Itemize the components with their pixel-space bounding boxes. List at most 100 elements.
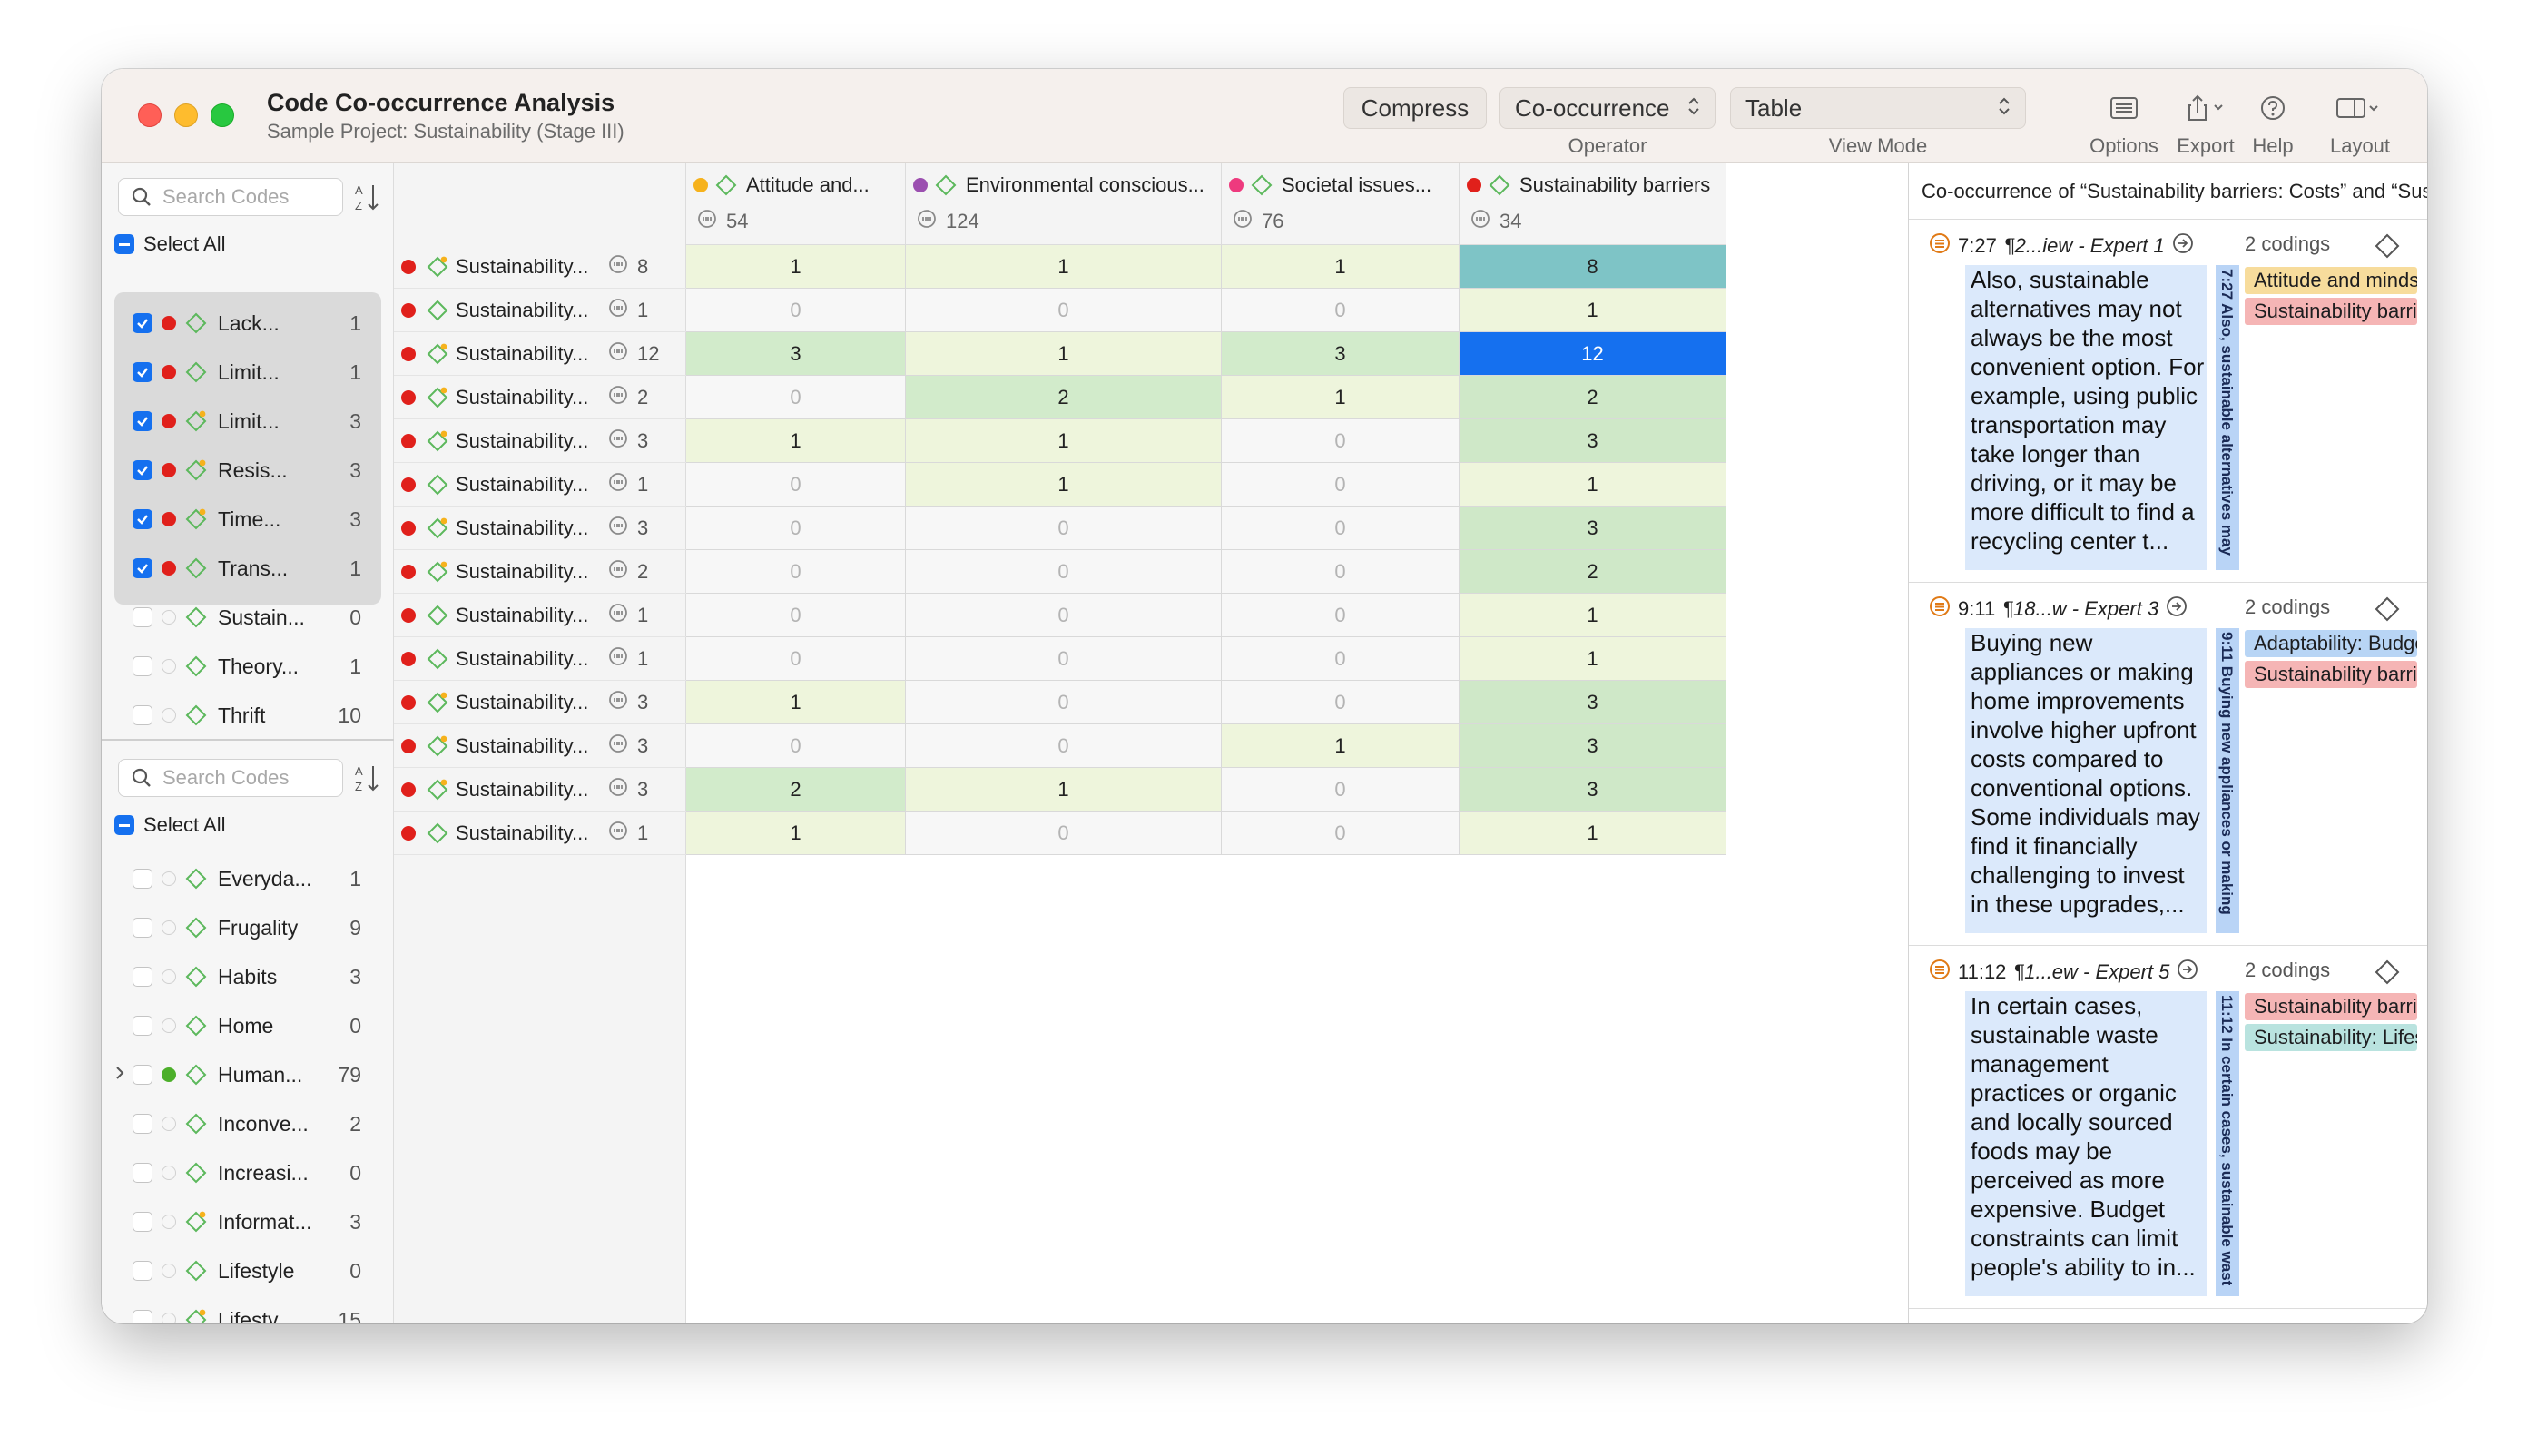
code-checkbox[interactable] (133, 1310, 152, 1323)
select-all-checkbox[interactable] (114, 234, 134, 254)
code-list-item[interactable]: Habits 3 (102, 955, 394, 999)
matrix-cell[interactable]: 2 (1460, 550, 1726, 594)
code-list-item[interactable]: Increasi... 0 (102, 1151, 394, 1195)
matrix-row-header[interactable]: Sustainability... 2 (394, 376, 686, 419)
matrix-cell[interactable]: 1 (1222, 724, 1460, 768)
code-list-item[interactable]: Home 0 (102, 1004, 394, 1048)
add-code-diamond-icon[interactable] (2374, 595, 2401, 627)
matrix-cell[interactable]: 0 (906, 507, 1222, 550)
matrix-cell[interactable]: 1 (686, 245, 906, 289)
code-list-item[interactable]: Human... 79 (102, 1053, 394, 1097)
code-list-item[interactable]: Limit... 3 (102, 399, 394, 443)
export-button[interactable] (2178, 87, 2233, 129)
matrix-column-header[interactable]: Attitude and... 54 (686, 163, 906, 245)
search-codes-input-top[interactable]: Search Codes (118, 178, 343, 216)
matrix-cell[interactable]: 3 (1460, 768, 1726, 812)
code-list-item[interactable]: Time... 3 (102, 497, 394, 541)
matrix-cell[interactable]: 1 (1222, 245, 1460, 289)
matrix-cell[interactable]: 0 (906, 812, 1222, 855)
code-list-item[interactable]: Sustain... 0 (102, 595, 394, 639)
matrix-cell[interactable]: 8 (1460, 245, 1726, 289)
matrix-cell[interactable]: 0 (1222, 507, 1460, 550)
code-tag[interactable]: Sustainability barriers: C (2245, 661, 2417, 688)
disclosure-chevron-icon[interactable] (107, 1065, 133, 1086)
code-checkbox[interactable] (133, 967, 152, 987)
matrix-row-header[interactable]: Sustainability... 3 (394, 507, 686, 550)
matrix-column-header[interactable]: Environmental conscious... 124 (906, 163, 1222, 245)
go-to-arrow-icon[interactable] (2172, 232, 2194, 260)
matrix-cell[interactable]: 1 (906, 332, 1222, 376)
matrix-cell[interactable]: 2 (686, 768, 906, 812)
search-codes-input-bottom[interactable]: Search Codes (118, 759, 343, 797)
matrix-cell[interactable]: 0 (906, 289, 1222, 332)
code-tag[interactable]: Sustainability: Lifestyle (2245, 1024, 2417, 1051)
matrix-cell[interactable]: 0 (906, 594, 1222, 637)
quotation-margin-bar[interactable]: 7:27 Also, sustainable alternatives may (2216, 265, 2239, 570)
matrix-cell[interactable]: 0 (686, 724, 906, 768)
viewmode-select[interactable]: Table (1730, 87, 2026, 129)
code-checkbox[interactable] (133, 460, 152, 480)
code-list-item[interactable]: Trans... 1 (102, 546, 394, 590)
matrix-cell[interactable]: 3 (1460, 507, 1726, 550)
code-list-item[interactable]: Informat... 3 (102, 1200, 394, 1244)
code-list-item[interactable]: Lack... 1 (102, 301, 394, 345)
matrix-cell[interactable]: 1 (906, 245, 1222, 289)
matrix-cell[interactable]: 0 (686, 507, 906, 550)
matrix-cell[interactable]: 0 (686, 376, 906, 419)
matrix-cell[interactable]: 1 (686, 681, 906, 724)
code-list-item[interactable]: Theory... 1 (102, 644, 394, 688)
code-checkbox[interactable] (133, 558, 152, 578)
matrix-row-header[interactable]: Sustainability... 8 (394, 245, 686, 289)
matrix-cell[interactable]: 3 (1460, 724, 1726, 768)
code-checkbox[interactable] (133, 1065, 152, 1085)
code-checkbox[interactable] (133, 705, 152, 725)
select-all-checkbox[interactable] (114, 815, 134, 835)
quotation-card[interactable]: 9:11 ¶18...w - Expert 3 2 codings Buying ne… (1909, 583, 2427, 946)
code-checkbox[interactable] (133, 509, 152, 529)
matrix-cell[interactable]: 0 (686, 594, 906, 637)
code-checkbox[interactable] (133, 1261, 152, 1281)
code-checkbox[interactable] (133, 362, 152, 382)
matrix-cell[interactable]: 1 (1222, 376, 1460, 419)
matrix-cell[interactable]: 0 (686, 637, 906, 681)
matrix-cell[interactable]: 0 (686, 550, 906, 594)
compress-button[interactable]: Compress (1343, 87, 1487, 129)
matrix-cell[interactable]: 0 (1222, 681, 1460, 724)
code-tag[interactable]: Attitude and mindset: Inc (2245, 267, 2417, 294)
code-tag[interactable]: Sustainability barriers: C (2245, 993, 2417, 1020)
matrix-cell[interactable]: 1 (906, 768, 1222, 812)
matrix-cell[interactable]: 0 (1222, 637, 1460, 681)
matrix-cell[interactable]: 1 (1460, 637, 1726, 681)
matrix-cell[interactable]: 2 (906, 376, 1222, 419)
close-window-button[interactable] (138, 103, 162, 127)
quotation-card[interactable]: 11:12 ¶1...ew - Expert 5 2 codings In certa… (1909, 946, 2427, 1309)
minimize-window-button[interactable] (174, 103, 198, 127)
matrix-cell[interactable]: 1 (686, 812, 906, 855)
code-list-item[interactable]: Everyda... 1 (102, 857, 394, 900)
matrix-cell[interactable]: 3 (686, 332, 906, 376)
list-divider[interactable] (102, 739, 394, 741)
matrix-cell[interactable]: 0 (906, 681, 1222, 724)
matrix-cell[interactable]: 3 (1222, 332, 1460, 376)
matrix-column-header[interactable]: Societal issues... 76 (1222, 163, 1460, 245)
code-list-item[interactable]: Thrift 10 (102, 694, 394, 737)
code-checkbox[interactable] (133, 607, 152, 627)
matrix-cell[interactable]: 1 (1460, 289, 1726, 332)
matrix-cell[interactable]: 2 (1460, 376, 1726, 419)
add-code-diamond-icon[interactable] (2374, 232, 2401, 264)
matrix-row-header[interactable]: Sustainability... 12 (394, 332, 686, 376)
operator-select[interactable]: Co-occurrence (1499, 87, 1716, 129)
matrix-cell[interactable]: 0 (1222, 419, 1460, 463)
matrix-cell[interactable]: 0 (906, 637, 1222, 681)
go-to-arrow-icon[interactable] (2166, 595, 2188, 623)
matrix-row-header[interactable]: Sustainability... 1 (394, 289, 686, 332)
code-list-item[interactable]: Resis... 3 (102, 448, 394, 492)
select-all-top[interactable]: Select All (114, 232, 226, 256)
matrix-cell[interactable]: 0 (686, 463, 906, 507)
go-to-arrow-icon[interactable] (2177, 959, 2198, 986)
matrix-row-header[interactable]: Sustainability... 3 (394, 724, 686, 768)
matrix-cell[interactable]: 12 (1460, 332, 1726, 376)
matrix-cell[interactable]: 0 (1222, 812, 1460, 855)
